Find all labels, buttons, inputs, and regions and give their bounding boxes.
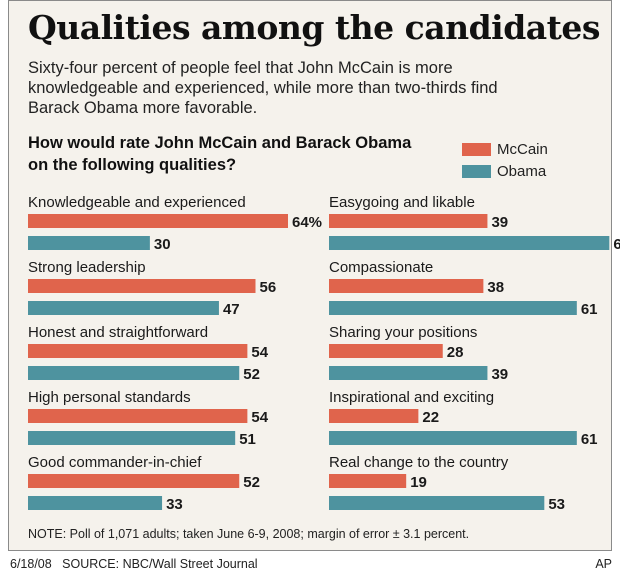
- bar-obama-sharing-your-positions: [329, 366, 488, 380]
- value-label-obama-inspirational-and-exciting: 61: [581, 431, 598, 448]
- value-label-obama-compassionate: 61: [581, 301, 598, 318]
- value-label-obama-knowledgeable-and-experienced: 30: [154, 236, 171, 253]
- value-label-obama-strong-leadership: 47: [223, 301, 240, 318]
- category-label-strong-leadership: Strong leadership: [28, 259, 146, 276]
- bar-obama-real-change-to-the-country: [329, 496, 545, 510]
- footer-date: 6/18/08: [10, 557, 52, 571]
- value-label-obama-honest-and-straightforward: 52: [243, 366, 260, 383]
- footer: 6/18/08 SOURCE: NBC/Wall Street Journal …: [10, 557, 612, 571]
- value-label-mccain-sharing-your-positions: 28: [447, 344, 464, 361]
- bar-obama-high-personal-standards: [28, 431, 236, 445]
- value-label-obama-good-commander-in-chief: 33: [166, 496, 183, 513]
- legend-swatch-mccain: [462, 142, 491, 156]
- legend: McCain Obama: [462, 138, 548, 182]
- legend-label-obama: Obama: [497, 162, 547, 180]
- category-label-real-change-to-the-country: Real change to the country: [329, 454, 509, 471]
- legend-label-mccain: McCain: [497, 140, 548, 158]
- bar-mccain-easygoing-and-likable: [329, 214, 488, 228]
- value-label-mccain-real-change-to-the-country: 19: [410, 474, 427, 491]
- value-label-mccain-high-personal-standards: 54: [251, 409, 268, 426]
- bar-obama-good-commander-in-chief: [28, 496, 163, 510]
- legend-swatch-obama: [462, 164, 491, 178]
- category-label-compassionate: Compassionate: [329, 259, 433, 276]
- category-label-honest-and-straightforward: Honest and straightforward: [28, 324, 208, 341]
- value-label-mccain-strong-leadership: 56: [260, 279, 277, 296]
- value-label-obama-real-change-to-the-country: 53: [548, 496, 565, 513]
- footer-credit: AP: [595, 557, 612, 571]
- bar-obama-easygoing-and-likable: [329, 236, 610, 250]
- value-label-mccain-good-commander-in-chief: 52: [243, 474, 260, 491]
- bar-mccain-compassionate: [329, 279, 484, 293]
- category-label-easygoing-and-likable: Easygoing and likable: [329, 194, 475, 211]
- bar-mccain-knowledgeable-and-experienced: [28, 214, 288, 228]
- bar-obama-strong-leadership: [28, 301, 219, 315]
- chart-question: How would rate John McCain and Barack Ob…: [28, 134, 412, 174]
- value-label-obama-sharing-your-positions: 39: [491, 366, 508, 383]
- bar-mccain-real-change-to-the-country: [329, 474, 407, 488]
- value-label-mccain-inspirational-and-exciting: 22: [422, 409, 439, 426]
- bar-obama-knowledgeable-and-experienced: [28, 236, 150, 250]
- category-label-sharing-your-positions: Sharing your positions: [329, 324, 477, 341]
- value-label-mccain-compassionate: 38: [487, 279, 504, 296]
- bar-mccain-sharing-your-positions: [329, 344, 443, 358]
- value-label-mccain-knowledgeable-and-experienced: 64%: [292, 214, 322, 231]
- footer-source: SOURCE: NBC/Wall Street Journal: [62, 557, 258, 571]
- legend-item-mccain: McCain: [462, 138, 548, 160]
- bar-mccain-inspirational-and-exciting: [329, 409, 419, 423]
- bar-obama-inspirational-and-exciting: [329, 431, 577, 445]
- category-label-knowledgeable-and-experienced: Knowledgeable and experienced: [28, 194, 246, 211]
- poll-note: NOTE: Poll of 1,071 adults; taken June 6…: [28, 527, 470, 541]
- category-label-inspirational-and-exciting: Inspirational and exciting: [329, 389, 494, 406]
- bar-obama-compassionate: [329, 301, 577, 315]
- chart-title: Qualities among the candidates: [28, 8, 600, 47]
- value-label-mccain-honest-and-straightforward: 54: [251, 344, 268, 361]
- value-label-mccain-easygoing-and-likable: 39: [491, 214, 508, 231]
- bar-obama-honest-and-straightforward: [28, 366, 240, 380]
- bar-mccain-good-commander-in-chief: [28, 474, 240, 488]
- bar-mccain-honest-and-straightforward: [28, 344, 248, 358]
- legend-item-obama: Obama: [462, 160, 548, 182]
- value-label-obama-high-personal-standards: 51: [239, 431, 256, 448]
- value-label-obama-easygoing-and-likable: 69: [613, 236, 620, 253]
- chart-frame: [8, 0, 612, 551]
- chart-subtitle: Sixty-four percent of people feel that J…: [28, 59, 498, 117]
- category-label-high-personal-standards: High personal standards: [28, 389, 191, 406]
- category-label-good-commander-in-chief: Good commander-in-chief: [28, 454, 202, 471]
- bar-mccain-high-personal-standards: [28, 409, 248, 423]
- bar-mccain-strong-leadership: [28, 279, 256, 293]
